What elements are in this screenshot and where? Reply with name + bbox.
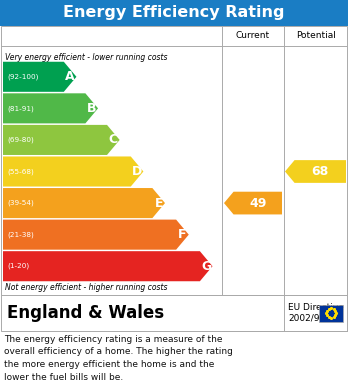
Text: 2002/91/EC: 2002/91/EC [288, 314, 340, 323]
Text: The energy efficiency rating is a measure of the
overall efficiency of a home. T: The energy efficiency rating is a measur… [4, 335, 233, 382]
Bar [319, 305, 343, 321]
Text: E: E [155, 197, 163, 210]
Text: F: F [178, 228, 187, 241]
Polygon shape [3, 188, 165, 218]
Text: (21-38): (21-38) [7, 231, 34, 238]
Polygon shape [3, 62, 77, 92]
Polygon shape [3, 251, 213, 281]
Bar [0, 0, 348, 26]
Text: (69-80): (69-80) [7, 137, 34, 143]
Text: (92-100): (92-100) [7, 74, 38, 80]
Text: (55-68): (55-68) [7, 168, 34, 175]
Text: Potential: Potential [296, 32, 336, 41]
Text: EU Directive: EU Directive [288, 303, 344, 312]
Text: (81-91): (81-91) [7, 105, 34, 111]
Text: (1-20): (1-20) [7, 263, 29, 269]
Text: Very energy efficient - lower running costs: Very energy efficient - lower running co… [5, 52, 167, 61]
Text: B: B [87, 102, 96, 115]
Text: Not energy efficient - higher running costs: Not energy efficient - higher running co… [5, 283, 167, 292]
Text: 49: 49 [249, 197, 267, 210]
Bar [1, 295, 347, 331]
Polygon shape [3, 93, 98, 124]
Text: England & Wales: England & Wales [7, 304, 164, 322]
Text: G: G [201, 260, 211, 273]
Text: Current: Current [236, 32, 270, 41]
Polygon shape [224, 192, 282, 214]
Polygon shape [3, 156, 143, 187]
Text: 68: 68 [312, 165, 329, 178]
Text: C: C [109, 133, 118, 146]
Text: Energy Efficiency Rating: Energy Efficiency Rating [63, 5, 285, 20]
Text: D: D [132, 165, 142, 178]
Polygon shape [3, 220, 189, 250]
Polygon shape [3, 125, 120, 155]
Text: A: A [65, 70, 75, 83]
Polygon shape [285, 160, 346, 183]
Text: (39-54): (39-54) [7, 200, 34, 206]
Bar [1, 26, 347, 295]
